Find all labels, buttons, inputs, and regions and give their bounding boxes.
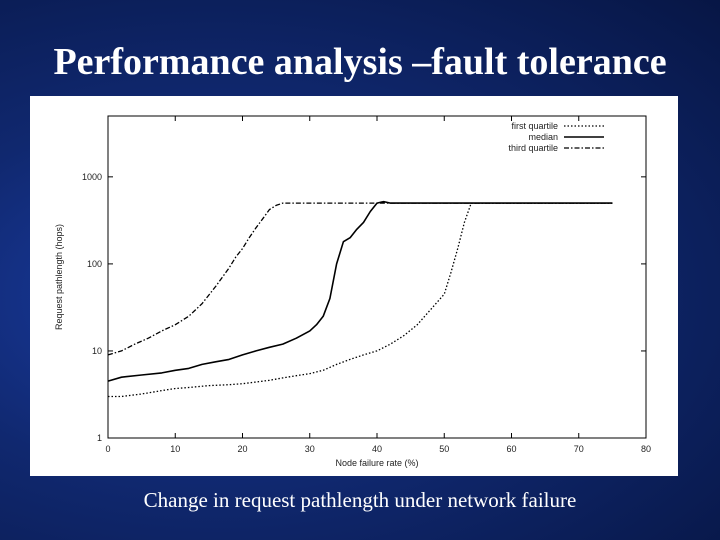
slide-caption: Change in request pathlength under netwo… [143,488,577,512]
chart-figure: 1 10 100 1000 0 10 20 30 40 50 60 70 80 first quart… [30,96,678,476]
x-axis-ticks: 0 10 20 30 40 50 60 70 80 [105,116,651,454]
plot-frame [107,115,647,439]
series-line-first-quartile [108,202,613,398]
line-chart: 1 10 100 1000 0 10 20 30 40 50 60 70 80 first quart… [54,115,651,468]
x-tick-label: 10 [170,444,180,454]
y-tick-label: 100 [87,259,102,269]
x-tick-label: 60 [506,444,516,454]
x-tick-label: 80 [641,444,651,454]
y-axis-ticks: 1 10 100 1000 [82,172,646,443]
legend-label-median: median [528,132,558,142]
y-axis-title: Request pathlength (hops) [54,224,64,330]
x-tick-label: 50 [439,444,449,454]
x-tick-label: 40 [372,444,382,454]
x-tick-label: 30 [305,444,315,454]
x-tick-label: 70 [574,444,584,454]
x-axis-title: Node failure rate (%) [335,458,418,468]
series-lines [107,200,613,398]
legend-label-third-quartile: third quartile [508,143,558,153]
x-tick-label: 0 [105,444,110,454]
x-tick-label: 20 [237,444,247,454]
y-tick-label: 1 [97,433,102,443]
series-line-third-quartile [107,202,613,356]
legend-label-first-quartile: first quartile [511,121,558,131]
y-tick-label: 1000 [82,172,102,182]
y-tick-label: 10 [92,346,102,356]
slide-title: Performance analysis –fault tolerance [53,41,667,83]
series-line-median [107,200,613,382]
